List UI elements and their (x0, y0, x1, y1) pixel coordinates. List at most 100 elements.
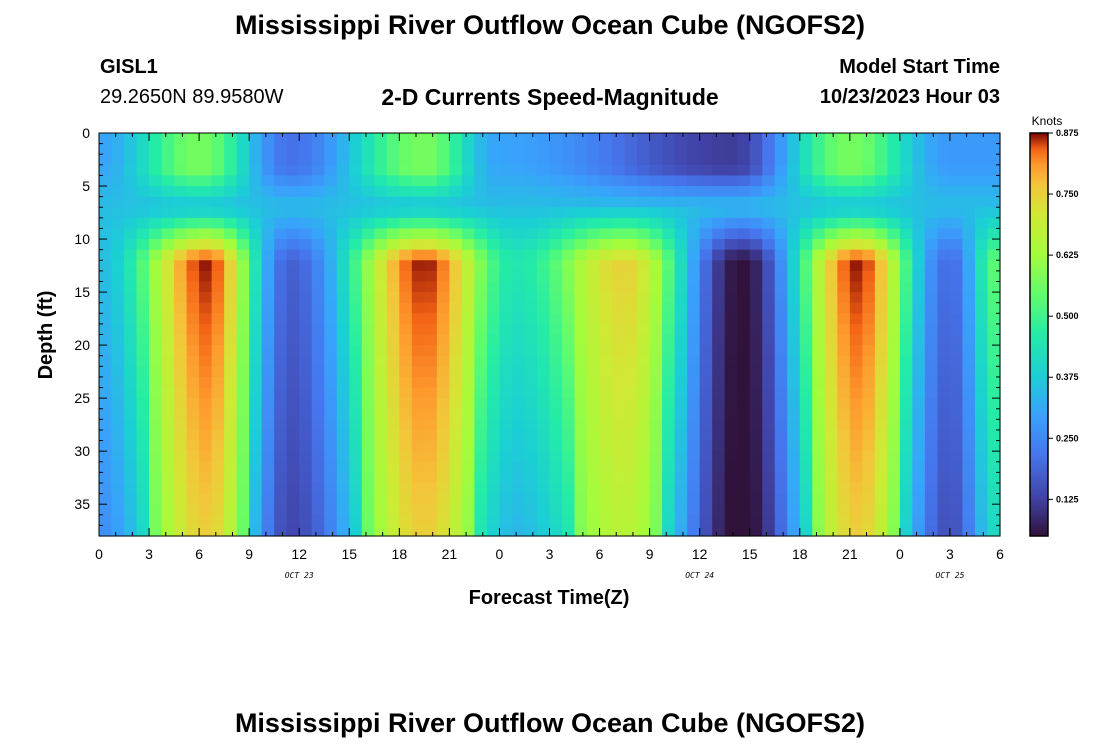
heatmap-cell (149, 440, 163, 452)
heatmap-cell (724, 323, 738, 336)
heatmap-cell (324, 514, 338, 526)
heatmap-cell (899, 175, 913, 187)
heatmap-cell (274, 207, 288, 219)
heatmap-cell (111, 482, 125, 495)
heatmap-cell (149, 175, 163, 187)
heatmap-cell (386, 323, 400, 336)
heatmap-cell (687, 376, 701, 389)
heatmap-cell (461, 249, 476, 261)
heatmap-cell (149, 376, 163, 389)
heatmap-cell (186, 143, 200, 155)
heatmap-cell (436, 376, 450, 389)
heatmap-cell (862, 408, 876, 420)
heatmap-cell (286, 249, 300, 261)
heatmap-cell (712, 408, 726, 420)
heatmap-cell (562, 482, 576, 495)
heatmap-cell (274, 323, 288, 336)
heatmap-cell (511, 482, 526, 495)
heatmap-cell (311, 186, 325, 198)
heatmap-cell (199, 345, 213, 357)
heatmap-cell (849, 270, 863, 283)
heatmap-cell (624, 366, 638, 378)
heatmap-cell (411, 133, 425, 145)
heatmap-cell (261, 143, 275, 155)
heatmap-cell (511, 429, 526, 442)
heatmap-cell (299, 143, 313, 155)
heatmap-cell (837, 260, 851, 272)
heatmap-cell (787, 345, 801, 357)
heatmap-cell (411, 408, 425, 420)
heatmap-cell (461, 239, 476, 251)
heatmap-cell (149, 164, 163, 177)
heatmap-cell (286, 175, 300, 187)
heatmap-cell (924, 239, 939, 251)
heatmap-cell (99, 133, 113, 145)
x-tick-label: 6 (996, 546, 1004, 562)
heatmap-cell (624, 207, 638, 219)
heatmap-cell (461, 525, 476, 537)
heatmap-cell (837, 334, 851, 346)
heatmap-cell (637, 260, 651, 272)
heatmap-cell (161, 355, 175, 367)
heatmap-cell (361, 313, 375, 325)
heatmap-cell (737, 217, 751, 230)
heatmap-cell (662, 504, 676, 516)
heatmap-cell (574, 355, 588, 367)
heatmap-cell (411, 302, 425, 314)
heatmap-cell (174, 482, 188, 495)
heatmap-cell (987, 366, 1001, 378)
heatmap-cell (924, 154, 939, 166)
heatmap-cell (962, 419, 976, 431)
heatmap-cell (286, 419, 300, 431)
heatmap-cell (449, 133, 463, 145)
heatmap-cell (799, 355, 813, 367)
heatmap-cell (361, 504, 375, 516)
heatmap-cell (662, 217, 676, 230)
heatmap-cell (311, 461, 325, 473)
heatmap-cell (374, 493, 388, 505)
heatmap-cell (161, 207, 175, 219)
heatmap-cell (599, 239, 613, 251)
heatmap-cell (399, 472, 413, 484)
heatmap-cell (899, 281, 913, 293)
heatmap-cell (974, 281, 989, 293)
heatmap-cell (799, 525, 813, 537)
heatmap-cell (486, 292, 501, 304)
heatmap-cell (524, 207, 538, 219)
heatmap-cell (874, 440, 888, 452)
heatmap-cell (424, 249, 438, 261)
heatmap-cell (862, 186, 876, 198)
heatmap-cell (612, 323, 626, 336)
heatmap-cell (899, 239, 913, 251)
heatmap-cell (536, 133, 551, 145)
heatmap-cell (399, 419, 413, 431)
heatmap-cell (349, 228, 363, 240)
heatmap-cell (687, 461, 701, 473)
heatmap-cell (174, 366, 188, 378)
heatmap-cell (411, 366, 425, 378)
heatmap-cell (336, 429, 350, 442)
heatmap-cell (762, 292, 776, 304)
heatmap-cell (411, 196, 425, 208)
heatmap-cell (974, 514, 989, 526)
heatmap-cell (349, 376, 363, 389)
heatmap-cell (649, 525, 663, 537)
heatmap-cell (987, 260, 1001, 272)
heatmap-cell (211, 461, 225, 473)
heatmap-cell (699, 175, 713, 187)
heatmap-cell (374, 504, 388, 516)
heatmap-cell (536, 451, 551, 463)
heatmap-cell (812, 355, 826, 367)
heatmap-cell (524, 440, 538, 452)
heatmap-cell (712, 429, 726, 442)
heatmap-cell (499, 376, 513, 389)
heatmap-cell (399, 249, 413, 261)
heatmap-cell (862, 217, 876, 230)
heatmap-cell (699, 133, 713, 145)
heatmap-cell (311, 196, 325, 208)
heatmap-cell (124, 419, 138, 431)
heatmap-cell (461, 493, 476, 505)
heatmap-cell (824, 154, 838, 166)
heatmap-cell (812, 440, 826, 452)
heatmap-cell (474, 408, 488, 420)
